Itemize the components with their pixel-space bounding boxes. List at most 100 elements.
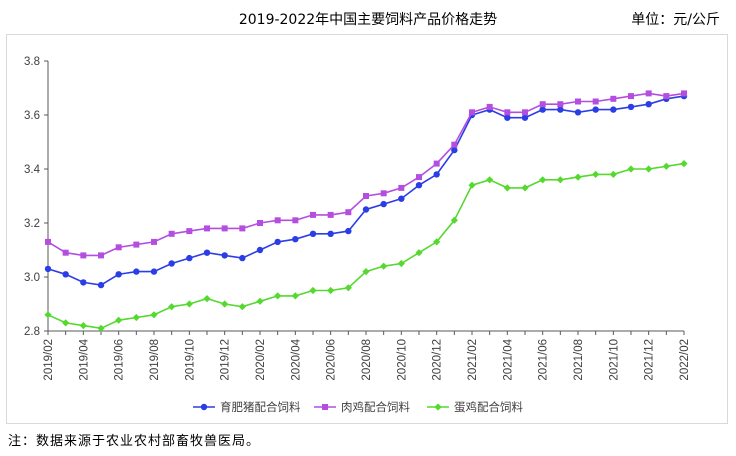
data-point	[186, 254, 193, 262]
data-point	[662, 162, 670, 170]
data-point	[450, 216, 458, 224]
x-tick-label: 2021/02	[467, 339, 479, 381]
data-point	[345, 209, 352, 216]
data-point	[151, 238, 157, 245]
data-point	[256, 246, 264, 254]
data-point	[44, 265, 52, 273]
data-point	[80, 252, 87, 259]
data-point	[185, 300, 193, 308]
data-point	[98, 252, 104, 259]
data-point	[503, 184, 511, 192]
data-point	[663, 93, 670, 100]
data-point	[221, 225, 228, 232]
x-tick-label: 2019/08	[149, 339, 161, 381]
data-point	[150, 311, 158, 319]
data-point	[345, 227, 352, 235]
data-point	[327, 211, 334, 218]
data-point	[221, 300, 229, 308]
data-point	[522, 109, 528, 116]
data-point	[309, 286, 317, 295]
x-tick-label: 2020/08	[361, 339, 373, 381]
data-point	[362, 268, 370, 276]
data-point	[398, 195, 405, 202]
legend-marker	[200, 403, 208, 411]
legend-label: 肉鸡配合饲料	[341, 400, 410, 414]
data-point	[239, 254, 246, 262]
data-point	[380, 200, 387, 208]
data-point	[556, 176, 564, 184]
data-point	[469, 109, 475, 116]
data-point	[97, 281, 105, 289]
data-point	[97, 324, 105, 332]
x-tick-label: 2022/02	[679, 339, 691, 381]
chart-frame	[6, 34, 728, 424]
series-line	[47, 95, 685, 286]
data-point	[628, 93, 634, 100]
data-point	[80, 279, 87, 286]
y-tick-label: 3.8	[24, 56, 40, 68]
data-point	[504, 114, 511, 121]
data-point	[257, 220, 263, 226]
data-point	[327, 286, 335, 295]
data-point	[363, 193, 369, 199]
data-point	[45, 238, 51, 245]
data-point	[133, 241, 140, 248]
chart-title: 2019-2022年中国主要饲料产品价格走势	[238, 12, 498, 28]
data-point	[362, 206, 370, 213]
data-point	[539, 176, 547, 184]
data-point	[610, 95, 617, 102]
data-point	[239, 225, 246, 232]
x-tick-label: 2019/02	[43, 339, 55, 381]
data-point	[62, 271, 69, 278]
data-point	[486, 103, 493, 110]
data-point	[592, 170, 600, 178]
axes: 2.8 3.0 3.2 3.4 3.6 3.8 2019/02 2019/04 2019/06 2…	[24, 56, 691, 381]
x-tick-label: 2020/02	[255, 339, 267, 381]
data-point	[557, 106, 564, 113]
data-point	[168, 260, 175, 267]
data-point	[168, 230, 175, 237]
legend-marker	[434, 403, 442, 411]
series-line	[47, 92, 685, 257]
y-tick-label: 3.4	[24, 164, 41, 176]
data-point	[327, 230, 334, 237]
data-point	[415, 182, 423, 189]
series-1	[44, 92, 688, 289]
data-point	[115, 316, 123, 324]
data-point	[680, 160, 688, 168]
data-point	[681, 90, 687, 97]
y-tick-label: 3.0	[24, 272, 40, 284]
data-point	[150, 268, 158, 275]
data-point	[451, 141, 458, 148]
x-tick-label: 2021/08	[573, 339, 585, 381]
data-point	[468, 181, 476, 189]
data-point	[309, 230, 317, 237]
data-point	[344, 284, 352, 292]
y-tick-label: 2.8	[24, 326, 40, 338]
data-point	[132, 313, 140, 322]
x-tick-label: 2020/04	[290, 338, 302, 380]
data-point	[274, 217, 281, 224]
legend: 育肥猪配合饲料 肉鸡配合饲料 蛋鸡配合饲料	[193, 400, 523, 414]
data-point	[416, 174, 422, 181]
data-point	[238, 303, 246, 311]
data-point	[291, 292, 299, 300]
data-point	[539, 101, 546, 108]
data-point	[292, 236, 299, 243]
data-point	[256, 297, 264, 305]
x-tick-label: 2019/12	[220, 339, 232, 381]
x-tick-label: 2021/10	[608, 339, 620, 381]
unit-label: 单位：元/公斤	[631, 12, 720, 28]
data-point	[557, 101, 564, 108]
data-point	[592, 106, 599, 113]
x-tick-label: 2019/10	[184, 339, 196, 381]
data-point	[380, 190, 387, 197]
data-point	[486, 176, 494, 184]
source-note: 注：数据来源于农业农村部畜牧兽医局。	[8, 434, 261, 449]
data-point	[133, 268, 140, 275]
data-point	[433, 160, 440, 167]
x-tick-label: 2020/06	[326, 339, 338, 381]
x-tick-label: 2019/04	[78, 338, 90, 380]
x-tick-label: 2019/06	[114, 339, 126, 381]
